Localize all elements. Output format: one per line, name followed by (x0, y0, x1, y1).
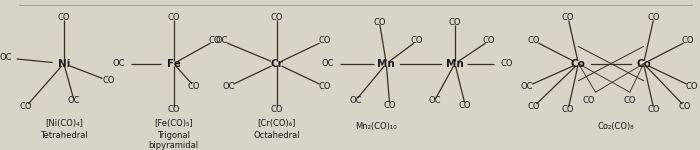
Text: Fe: Fe (167, 59, 181, 69)
Text: CO: CO (102, 76, 115, 85)
Text: CO: CO (167, 13, 180, 22)
Text: Co: Co (636, 59, 651, 69)
Text: CO: CO (459, 100, 472, 109)
Text: [Ni(CO)₄]: [Ni(CO)₄] (45, 119, 83, 128)
Text: Mn: Mn (446, 59, 464, 69)
Text: CO: CO (682, 36, 694, 45)
Text: OC: OC (349, 96, 362, 105)
Text: CO: CO (562, 105, 575, 114)
Text: Co₂(CO)₈: Co₂(CO)₈ (598, 122, 634, 131)
Text: CO: CO (270, 13, 283, 22)
Text: OC: OC (0, 53, 12, 62)
Text: CO: CO (384, 100, 396, 109)
Text: Octahedral: Octahedral (253, 130, 300, 140)
Text: [Cr(CO)₆]: [Cr(CO)₆] (258, 119, 295, 128)
Text: CO: CO (20, 102, 32, 111)
Text: CO: CO (373, 18, 386, 27)
Text: Trigonal: Trigonal (157, 130, 190, 140)
Text: CO: CO (483, 36, 496, 45)
Text: OC: OC (428, 96, 440, 105)
Text: CO: CO (500, 59, 512, 68)
Text: CO: CO (648, 105, 660, 114)
Text: CO: CO (57, 13, 70, 22)
Text: CO: CO (678, 102, 691, 111)
Text: Tetrahedral: Tetrahedral (40, 130, 88, 140)
Text: CO: CO (449, 18, 461, 27)
Text: OC: OC (216, 36, 228, 45)
Text: CO: CO (648, 13, 660, 22)
Text: OC: OC (113, 59, 125, 68)
Text: OC: OC (68, 96, 80, 105)
Text: CO: CO (318, 36, 331, 45)
Text: Ni: Ni (57, 59, 70, 69)
Text: [Fe(CO)₅]: [Fe(CO)₅] (154, 119, 193, 128)
Text: CO: CO (582, 96, 595, 105)
Text: CO: CO (209, 36, 221, 45)
Text: CO: CO (562, 13, 575, 22)
Text: CO: CO (411, 36, 424, 45)
Text: OC: OC (521, 82, 533, 91)
Text: OC: OC (222, 82, 235, 91)
Text: CO: CO (167, 105, 180, 114)
Text: bipyramidal: bipyramidal (148, 141, 199, 150)
Text: CO: CO (685, 82, 698, 91)
Text: CO: CO (528, 36, 540, 45)
Text: Co: Co (571, 59, 586, 69)
Text: CO: CO (624, 96, 636, 105)
Text: OC: OC (322, 59, 334, 68)
Text: CO: CO (188, 82, 200, 91)
Text: CO: CO (270, 105, 283, 114)
Text: Mn: Mn (377, 59, 395, 69)
Text: CO: CO (318, 82, 331, 91)
Text: Cr: Cr (270, 59, 283, 69)
Text: CO: CO (528, 102, 540, 111)
Text: Mn₂(CO)₁₀: Mn₂(CO)₁₀ (355, 122, 397, 131)
